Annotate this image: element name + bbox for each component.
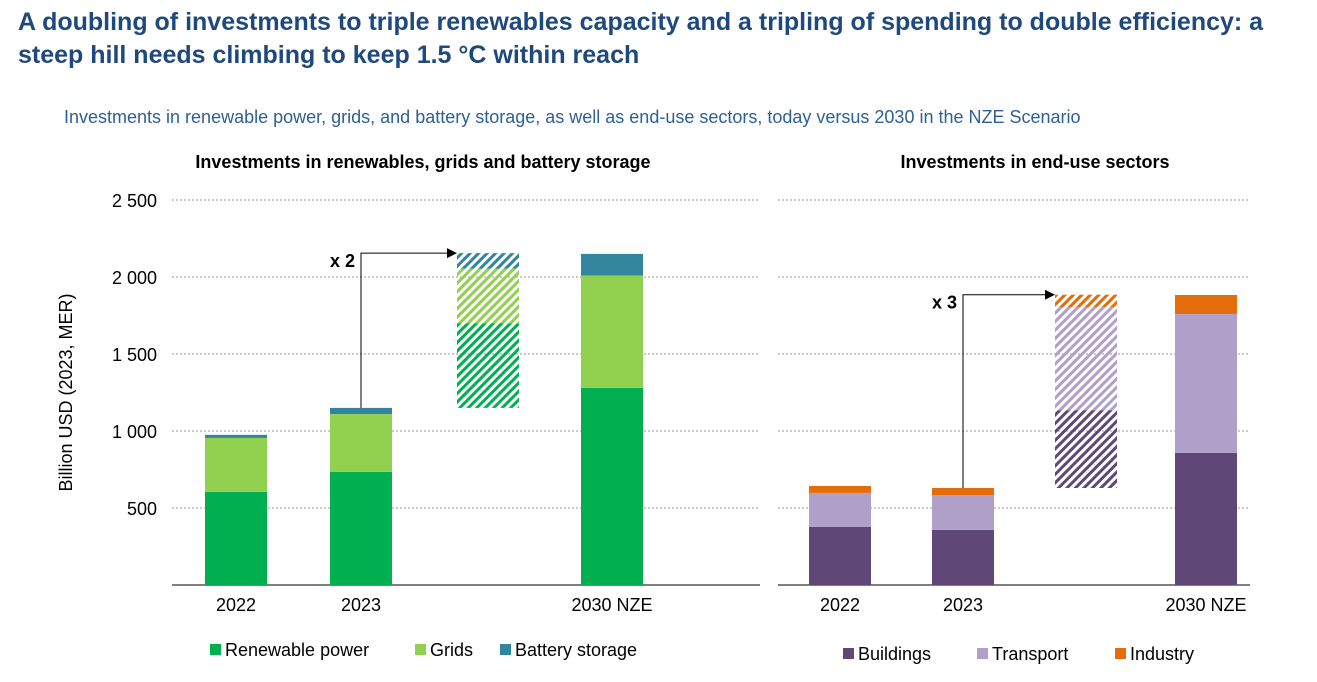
legend-swatch: [500, 644, 511, 655]
legend-swatch: [1115, 648, 1126, 659]
legend-label: Transport: [992, 644, 1068, 664]
bar-battery-storage: [457, 253, 519, 269]
figure-subtitle: Investments in renewable power, grids, a…: [64, 107, 1081, 127]
bar-industry: [1055, 294, 1117, 308]
legend-label: Renewable power: [225, 640, 369, 660]
x-tick-label: 2022: [820, 595, 860, 615]
annotation-arrow: [962, 294, 1045, 488]
legend-swatch: [843, 648, 854, 659]
x-tick-label: 2023: [341, 595, 381, 615]
arrow-head-icon: [447, 248, 457, 259]
figure-title: A doubling of investments to triple rene…: [18, 8, 1264, 69]
bar-grids: [581, 275, 643, 388]
panel-title: Investments in end-use sectors: [900, 152, 1169, 172]
bar-industry: [809, 485, 871, 493]
bar-grids: [330, 414, 392, 472]
bar-battery-storage: [330, 407, 392, 415]
legend-label: Industry: [1130, 644, 1194, 664]
annotation-arrow: [360, 252, 447, 408]
legend-swatch: [977, 648, 988, 659]
y-tick-label: 2 000: [112, 268, 157, 288]
bar-grids: [205, 437, 267, 492]
bar-buildings: [1175, 452, 1237, 585]
bar-battery-storage: [205, 434, 267, 438]
bar-buildings: [809, 526, 871, 585]
panel-title: Investments in renewables, grids and bat…: [195, 152, 650, 172]
bar-renewable-power: [205, 491, 267, 585]
y-axis-label: Billion USD (2023, MER): [56, 293, 76, 491]
legend-label: Battery storage: [515, 640, 637, 660]
bar-renewable-power: [581, 387, 643, 585]
y-tick-label: 500: [127, 499, 157, 519]
bar-buildings: [1055, 410, 1117, 488]
x-tick-label: 2030 NZE: [1165, 595, 1246, 615]
bar-transport: [1055, 307, 1117, 411]
legend-label: Grids: [430, 640, 473, 660]
bar-buildings: [932, 529, 994, 585]
y-tick-label: 1 500: [112, 345, 157, 365]
annotation-label: x 3: [932, 293, 957, 313]
bar-renewable-power: [330, 471, 392, 585]
y-tick-label: 1 000: [112, 422, 157, 442]
legend-label: Buildings: [858, 644, 931, 664]
arrow-head-icon: [1045, 289, 1055, 300]
bar-transport: [1175, 313, 1237, 453]
bar-renewable-power: [457, 323, 519, 408]
x-tick-label: 2023: [943, 595, 983, 615]
legend-swatch: [210, 644, 221, 655]
bar-transport: [932, 495, 994, 530]
x-tick-label: 2030 NZE: [571, 595, 652, 615]
x-tick-label: 2022: [216, 595, 256, 615]
bar-transport: [809, 492, 871, 527]
bar-battery-storage: [581, 253, 643, 276]
y-tick-label: 2 500: [112, 191, 157, 211]
annotation-label: x 2: [330, 251, 355, 271]
bar-industry: [1175, 295, 1237, 314]
bar-industry: [932, 487, 994, 496]
bar-grids: [457, 268, 519, 324]
legend-swatch: [415, 644, 426, 655]
